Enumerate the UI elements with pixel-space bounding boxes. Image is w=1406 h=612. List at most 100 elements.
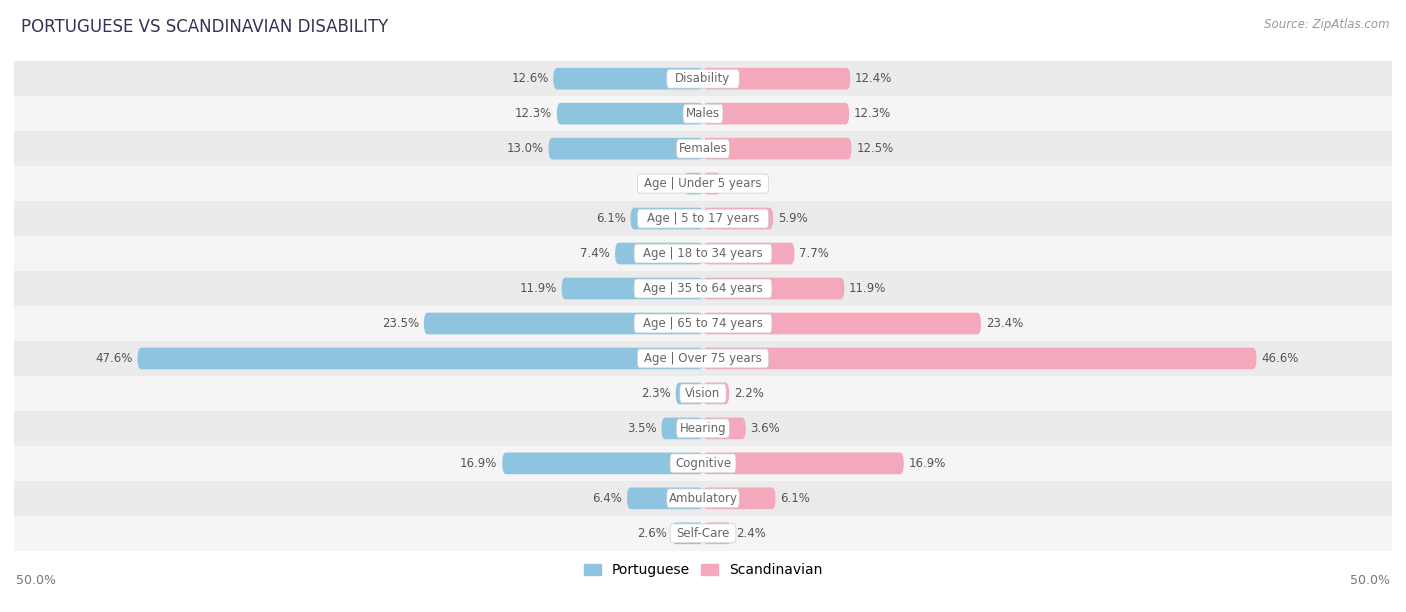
Text: 11.9%: 11.9% — [520, 282, 557, 295]
Text: 11.9%: 11.9% — [849, 282, 886, 295]
FancyBboxPatch shape — [14, 61, 1392, 96]
FancyBboxPatch shape — [703, 173, 721, 195]
FancyBboxPatch shape — [630, 207, 703, 230]
FancyBboxPatch shape — [671, 524, 735, 543]
Text: Age | Under 5 years: Age | Under 5 years — [644, 177, 762, 190]
Text: 12.3%: 12.3% — [853, 107, 891, 120]
FancyBboxPatch shape — [14, 516, 1392, 551]
FancyBboxPatch shape — [666, 69, 740, 88]
Text: Disability: Disability — [675, 72, 731, 85]
FancyBboxPatch shape — [14, 96, 1392, 131]
FancyBboxPatch shape — [676, 419, 730, 438]
FancyBboxPatch shape — [561, 278, 703, 299]
FancyBboxPatch shape — [14, 411, 1392, 446]
Text: 7.4%: 7.4% — [581, 247, 610, 260]
FancyBboxPatch shape — [614, 243, 703, 264]
FancyBboxPatch shape — [14, 131, 1392, 166]
Text: 6.4%: 6.4% — [592, 492, 623, 505]
FancyBboxPatch shape — [676, 382, 703, 405]
FancyBboxPatch shape — [676, 139, 730, 158]
FancyBboxPatch shape — [14, 341, 1392, 376]
FancyBboxPatch shape — [672, 523, 703, 544]
FancyBboxPatch shape — [703, 68, 851, 89]
Text: Age | 5 to 17 years: Age | 5 to 17 years — [647, 212, 759, 225]
Text: 47.6%: 47.6% — [96, 352, 132, 365]
FancyBboxPatch shape — [666, 489, 740, 508]
FancyBboxPatch shape — [703, 523, 731, 544]
Text: Ambulatory: Ambulatory — [668, 492, 738, 505]
Text: 2.3%: 2.3% — [641, 387, 671, 400]
Text: Source: ZipAtlas.com: Source: ZipAtlas.com — [1264, 18, 1389, 31]
Text: Age | Over 75 years: Age | Over 75 years — [644, 352, 762, 365]
Text: Age | 18 to 34 years: Age | 18 to 34 years — [643, 247, 763, 260]
Text: Cognitive: Cognitive — [675, 457, 731, 470]
Text: PORTUGUESE VS SCANDINAVIAN DISABILITY: PORTUGUESE VS SCANDINAVIAN DISABILITY — [21, 18, 388, 36]
FancyBboxPatch shape — [554, 68, 703, 89]
FancyBboxPatch shape — [634, 279, 772, 298]
FancyBboxPatch shape — [681, 384, 725, 403]
FancyBboxPatch shape — [14, 166, 1392, 201]
Text: 46.6%: 46.6% — [1261, 352, 1299, 365]
FancyBboxPatch shape — [703, 103, 849, 124]
Text: 2.2%: 2.2% — [734, 387, 763, 400]
FancyBboxPatch shape — [14, 271, 1392, 306]
Text: 7.7%: 7.7% — [799, 247, 830, 260]
FancyBboxPatch shape — [14, 376, 1392, 411]
FancyBboxPatch shape — [14, 306, 1392, 341]
FancyBboxPatch shape — [661, 417, 703, 439]
FancyBboxPatch shape — [703, 417, 745, 439]
Text: 50.0%: 50.0% — [1350, 573, 1389, 586]
Text: 12.6%: 12.6% — [512, 72, 548, 85]
Text: 1.6%: 1.6% — [650, 177, 679, 190]
Text: 23.4%: 23.4% — [986, 317, 1024, 330]
FancyBboxPatch shape — [703, 138, 852, 160]
FancyBboxPatch shape — [502, 452, 703, 474]
Text: 13.0%: 13.0% — [506, 142, 544, 155]
FancyBboxPatch shape — [703, 278, 845, 299]
FancyBboxPatch shape — [671, 454, 735, 473]
FancyBboxPatch shape — [14, 236, 1392, 271]
FancyBboxPatch shape — [703, 452, 904, 474]
Text: 16.9%: 16.9% — [460, 457, 498, 470]
FancyBboxPatch shape — [703, 348, 1257, 369]
Text: 50.0%: 50.0% — [17, 573, 56, 586]
FancyBboxPatch shape — [627, 488, 703, 509]
FancyBboxPatch shape — [683, 173, 703, 195]
FancyBboxPatch shape — [703, 382, 730, 405]
FancyBboxPatch shape — [557, 103, 703, 124]
Text: 16.9%: 16.9% — [908, 457, 946, 470]
Text: 12.4%: 12.4% — [855, 72, 893, 85]
FancyBboxPatch shape — [637, 349, 769, 368]
FancyBboxPatch shape — [703, 243, 794, 264]
FancyBboxPatch shape — [637, 209, 769, 228]
FancyBboxPatch shape — [14, 201, 1392, 236]
Text: 5.9%: 5.9% — [778, 212, 807, 225]
Text: Males: Males — [686, 107, 720, 120]
FancyBboxPatch shape — [637, 174, 769, 193]
FancyBboxPatch shape — [703, 488, 776, 509]
Text: Females: Females — [679, 142, 727, 155]
FancyBboxPatch shape — [423, 313, 703, 334]
Text: 3.5%: 3.5% — [627, 422, 657, 435]
FancyBboxPatch shape — [703, 313, 981, 334]
FancyBboxPatch shape — [703, 207, 773, 230]
Text: 1.5%: 1.5% — [725, 177, 755, 190]
FancyBboxPatch shape — [548, 138, 703, 160]
Text: 23.5%: 23.5% — [382, 317, 419, 330]
Text: 6.1%: 6.1% — [780, 492, 810, 505]
Legend: Portuguese, Scandinavian: Portuguese, Scandinavian — [578, 558, 828, 583]
FancyBboxPatch shape — [634, 244, 772, 263]
Text: 6.1%: 6.1% — [596, 212, 626, 225]
FancyBboxPatch shape — [14, 481, 1392, 516]
Text: 3.6%: 3.6% — [751, 422, 780, 435]
FancyBboxPatch shape — [634, 314, 772, 333]
Text: Self-Care: Self-Care — [676, 527, 730, 540]
Text: 2.4%: 2.4% — [737, 527, 766, 540]
Text: 2.6%: 2.6% — [637, 527, 668, 540]
Text: Vision: Vision — [685, 387, 721, 400]
FancyBboxPatch shape — [14, 446, 1392, 481]
Text: 12.5%: 12.5% — [856, 142, 893, 155]
FancyBboxPatch shape — [683, 104, 723, 123]
Text: Age | 35 to 64 years: Age | 35 to 64 years — [643, 282, 763, 295]
Text: Age | 65 to 74 years: Age | 65 to 74 years — [643, 317, 763, 330]
